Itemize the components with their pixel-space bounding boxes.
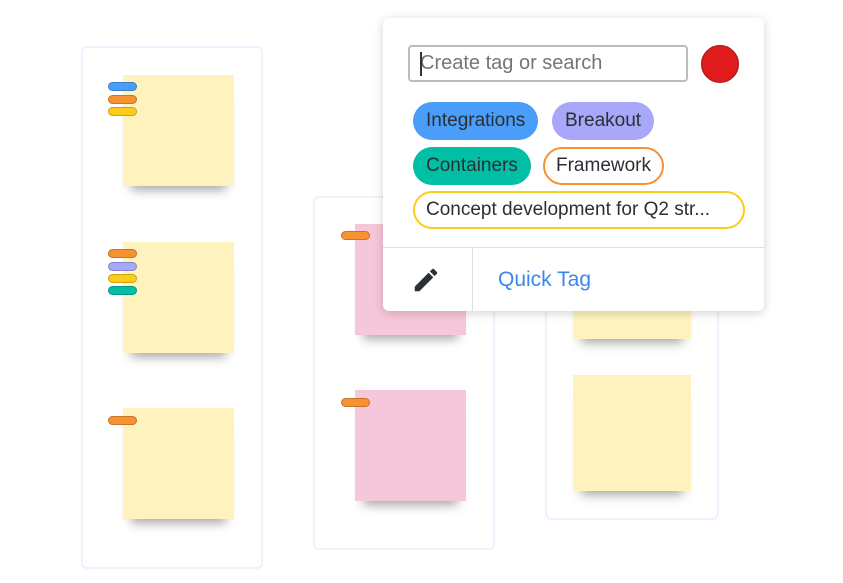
text-caret bbox=[420, 52, 422, 76]
tag-chip-breakout[interactable]: Breakout bbox=[552, 102, 655, 140]
tag-chip-framework[interactable]: Framework bbox=[543, 147, 665, 185]
note-tag-concept bbox=[108, 107, 137, 116]
tag-chip-containers[interactable]: Containers bbox=[413, 147, 531, 185]
sticky-note[interactable] bbox=[573, 375, 691, 491]
sticky-note[interactable] bbox=[355, 390, 466, 501]
tag-chip-integrations[interactable]: Integrations bbox=[413, 102, 539, 140]
note-tag-framework bbox=[108, 249, 137, 258]
tag-chip-concept[interactable]: Concept development for Q2 str... bbox=[413, 191, 745, 229]
note-tag-framework bbox=[108, 95, 137, 104]
sticky-note[interactable] bbox=[123, 408, 234, 519]
divider bbox=[383, 247, 764, 248]
tag-popup: Integrations Breakout Containers Framewo… bbox=[383, 18, 764, 311]
note-tag-framework bbox=[108, 416, 137, 425]
tag-color-picker[interactable] bbox=[701, 45, 739, 83]
note-tag-framework bbox=[341, 398, 370, 407]
note-tag-framework bbox=[341, 231, 370, 240]
sticky-note[interactable] bbox=[123, 242, 234, 353]
sticky-note[interactable] bbox=[123, 75, 234, 186]
quick-tag-button[interactable]: Quick Tag bbox=[498, 268, 591, 291]
note-tag-concept bbox=[108, 274, 137, 283]
note-tag-breakout bbox=[108, 262, 137, 271]
pencil-icon[interactable] bbox=[411, 265, 441, 295]
tag-search-input[interactable] bbox=[408, 45, 688, 82]
divider bbox=[472, 247, 473, 311]
note-tag-integrations bbox=[108, 82, 137, 91]
note-tag-containers bbox=[108, 286, 137, 295]
